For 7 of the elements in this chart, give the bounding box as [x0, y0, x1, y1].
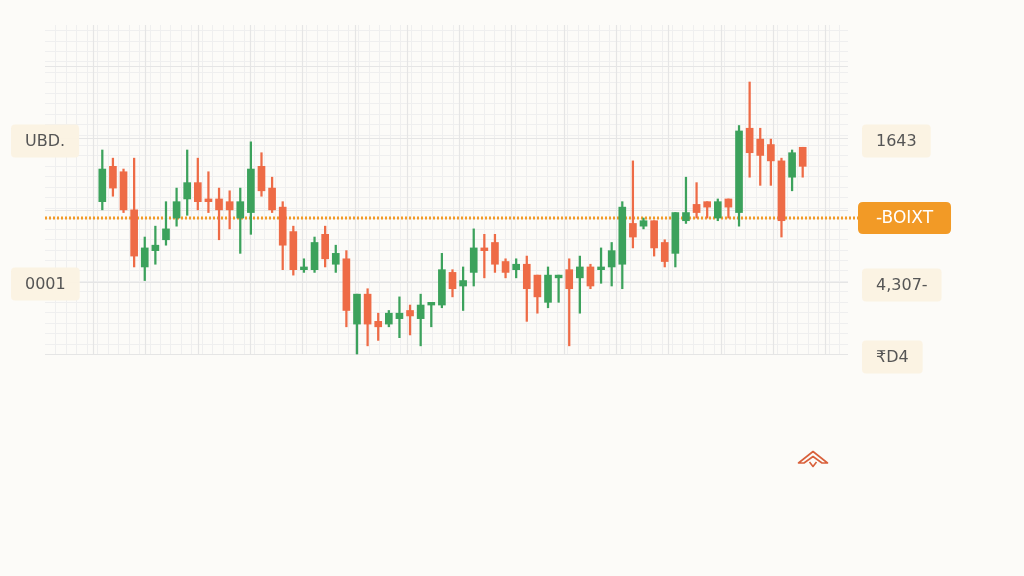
candlestick [692, 182, 701, 219]
text: UBD. [25, 131, 66, 151]
text: ₹D4 [876, 347, 909, 367]
text: 0001 [25, 274, 66, 294]
text: 1643 [876, 131, 917, 151]
ref-line-label: -BOIXT [876, 207, 934, 228]
text: 4,307- [876, 275, 928, 295]
